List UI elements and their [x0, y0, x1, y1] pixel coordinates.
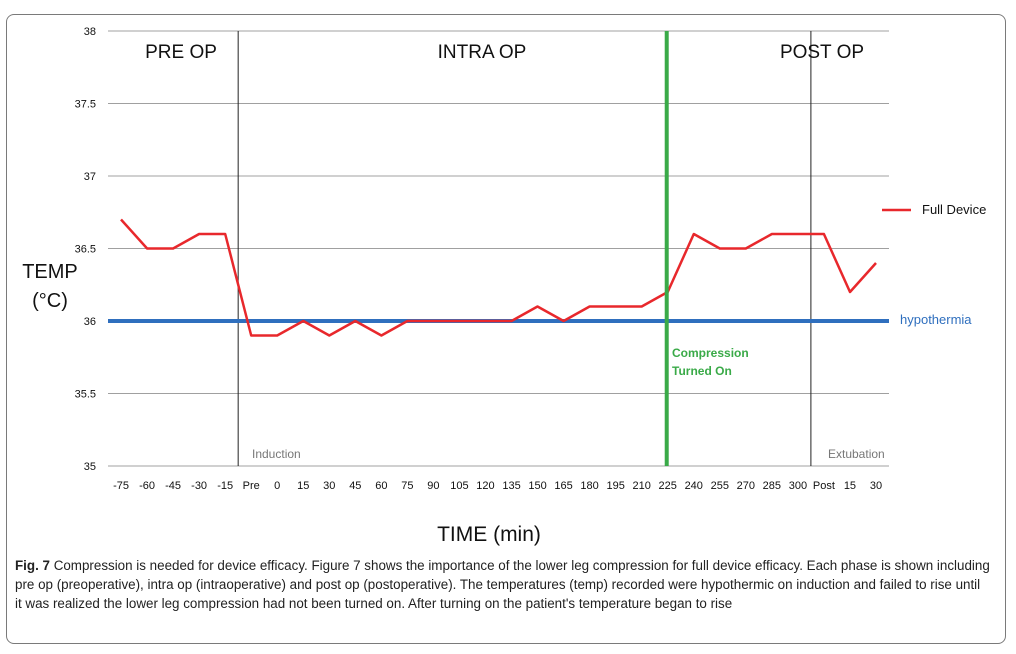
x-tick-label: 180: [580, 480, 598, 492]
x-tick-label: 255: [711, 480, 729, 492]
phase-label-intra-op: INTRA OP: [438, 42, 527, 63]
x-tick-label: -75: [113, 480, 129, 492]
phase-label-pre-op: PRE OP: [145, 42, 217, 63]
x-tick-label: 195: [606, 480, 624, 492]
x-tick-label: -60: [139, 480, 155, 492]
x-tick-label: 90: [427, 480, 439, 492]
x-tick-label: 150: [528, 480, 546, 492]
x-tick-label: 300: [789, 480, 807, 492]
caption-figure-label: Fig. 7: [15, 558, 50, 573]
y-axis-label-line1: TEMP: [22, 261, 78, 283]
x-tick-label: 60: [375, 480, 387, 492]
x-tick-label: 105: [450, 480, 468, 492]
marker-label-line2: Turned On: [672, 364, 732, 378]
series-line-full-device: [120, 218, 877, 337]
y-tick-label: 35.5: [75, 389, 96, 401]
figure-caption: Fig. 7 Compression is needed for device …: [15, 556, 990, 613]
x-tick-label: -15: [217, 480, 233, 492]
x-tick-label: -45: [165, 480, 181, 492]
x-tick-label: 15: [297, 480, 309, 492]
x-tick-label: 75: [401, 480, 413, 492]
x-tick-label: 120: [476, 480, 494, 492]
y-tick-label: 38: [84, 26, 96, 38]
gridlines: [108, 30, 889, 467]
y-axis-label-line2: (°C): [32, 290, 68, 312]
x-tick-label: 30: [870, 480, 882, 492]
x-tick-label: 285: [763, 480, 781, 492]
legend-label: Full Device: [922, 202, 986, 217]
y-tick-label: 37.5: [75, 99, 96, 111]
x-tick-label: 165: [554, 480, 572, 492]
figure-frame: [6, 14, 1006, 644]
marker-label-line1: Compression: [672, 346, 749, 360]
x-tick-label: 270: [737, 480, 755, 492]
x-tick-label: 225: [659, 480, 677, 492]
reference-label: hypothermia: [900, 312, 972, 327]
caption-text: Compression is needed for device efficac…: [15, 558, 990, 611]
x-axis-label: TIME (min): [437, 523, 541, 546]
y-tick-label: 35: [84, 461, 96, 473]
x-tick-label: 135: [502, 480, 520, 492]
x-tick-label: Post: [813, 480, 835, 492]
series-group: [120, 218, 877, 337]
x-tick-label: Pre: [243, 480, 260, 492]
x-tick-label: 15: [844, 480, 856, 492]
y-tick-label: 36: [84, 316, 96, 328]
y-tick-label: 36.5: [75, 244, 96, 256]
phase-label-post-op: POST OP: [780, 42, 864, 63]
x-tick-label: 240: [685, 480, 703, 492]
x-tick-label: -30: [191, 480, 207, 492]
x-tick-label: 210: [633, 480, 651, 492]
x-tick-label: 45: [349, 480, 361, 492]
y-tick-label: 37: [84, 171, 96, 183]
y-axis-ticks: 35 35.5 36 36.5 37 37.5 38: [75, 26, 96, 473]
x-tick-label: 0: [274, 480, 280, 492]
x-axis-ticks: -75 -60 -45 -30 -15 Pre 0 15 30 45 60 75 90 105 120 135…: [113, 480, 882, 492]
x-tick-label: 30: [323, 480, 335, 492]
phase-dividers: [237, 31, 812, 466]
event-label-induction: Induction: [252, 447, 301, 461]
event-label-extubation: Extubation: [828, 447, 885, 461]
